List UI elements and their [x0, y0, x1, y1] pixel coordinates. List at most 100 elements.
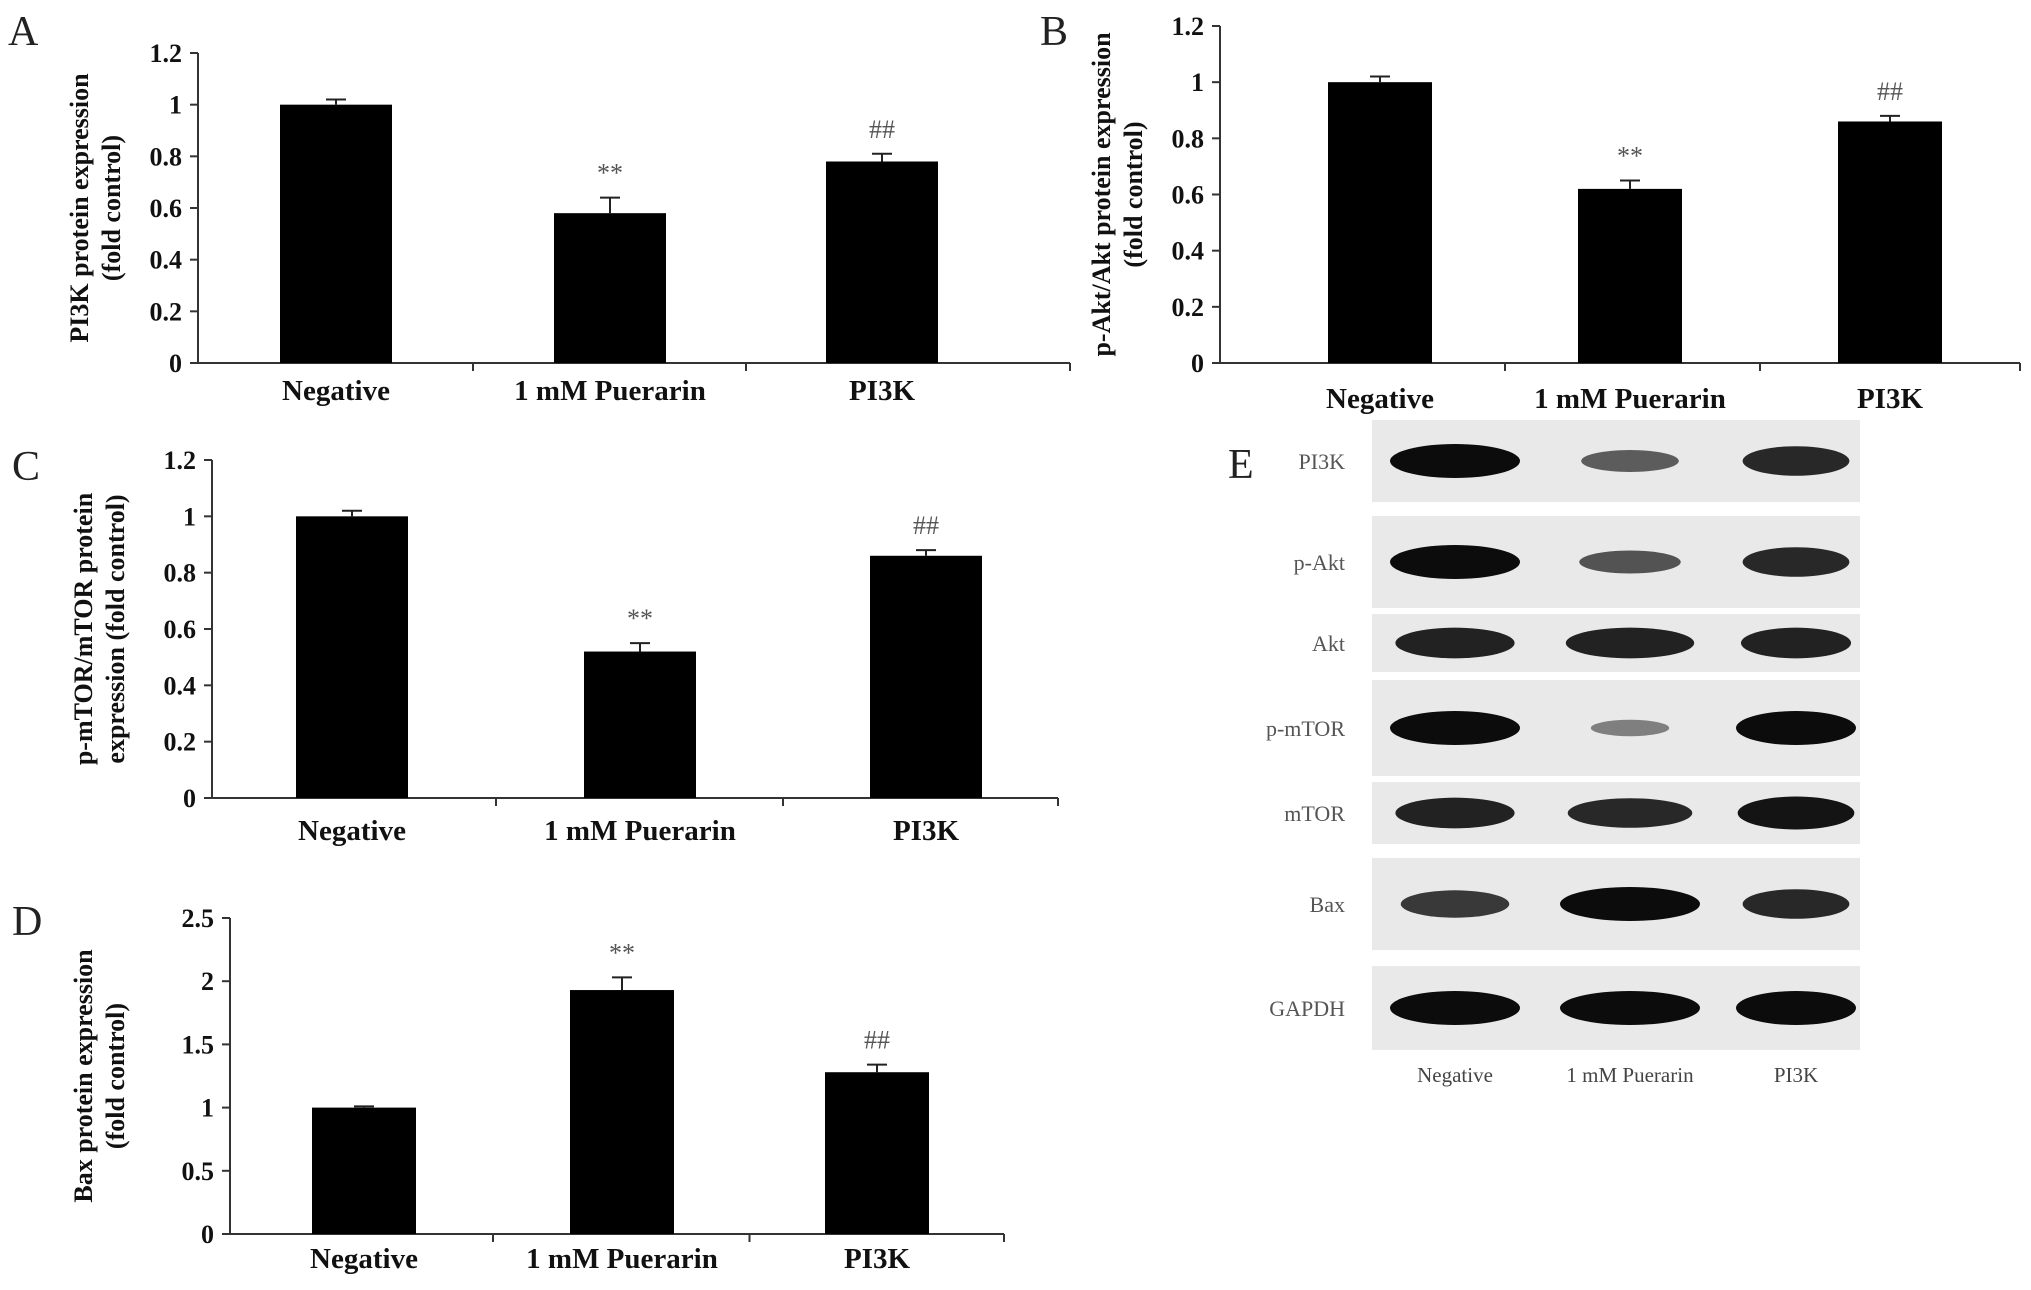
blot-band	[1736, 711, 1856, 745]
chart-panel-d: D 0 0.5 1 1.5 2 2.5 Negative ** 1 mM Puerarin ## PI…	[12, 899, 1005, 1275]
chart-panel-c: C 0 0.2 0.4 0.6 0.8 1 1.2 Negative ** 1 mM Puerari…	[12, 444, 1059, 847]
category-label: 1 mM Puerarin	[514, 375, 706, 407]
blot-band	[1560, 991, 1700, 1025]
blot-band	[1390, 991, 1520, 1025]
bar	[584, 651, 696, 798]
category-label: PI3K	[849, 375, 916, 407]
y-tick-label: 0	[201, 1220, 214, 1249]
y-tick-label: 1.2	[1172, 12, 1205, 41]
blot-band	[1565, 627, 1695, 659]
panel-letter: D	[12, 899, 42, 945]
y-tick-label: 0.4	[1172, 237, 1205, 266]
blot-band	[1737, 796, 1855, 830]
blot-band	[1742, 547, 1850, 577]
blot-band	[1390, 444, 1520, 478]
lane-label: 1 mM Puerarin	[1566, 1063, 1694, 1087]
category-label: Negative	[1326, 383, 1434, 415]
y-tick-label: 0.6	[150, 194, 183, 223]
significance-label: **	[597, 159, 623, 188]
category-label: 1 mM Puerarin	[544, 815, 736, 847]
y-tick-label: 0.8	[150, 142, 183, 171]
y-axis-title: Bax protein expression	[69, 949, 98, 1203]
y-tick-label: 0.4	[150, 246, 183, 275]
bar	[554, 213, 666, 363]
y-tick-label: 0.4	[164, 671, 197, 700]
category-label: Negative	[282, 375, 390, 407]
category-label: PI3K	[1857, 383, 1924, 415]
blot-band	[1590, 719, 1670, 737]
bar	[825, 1072, 929, 1234]
y-axis-title: (fold control)	[1119, 121, 1148, 267]
lane-label: PI3K	[1774, 1063, 1818, 1087]
bar	[280, 104, 392, 364]
blot-band	[1736, 991, 1856, 1025]
y-tick-label: 1	[1191, 68, 1204, 97]
bar	[570, 990, 674, 1234]
blot-band	[1742, 889, 1850, 919]
chart-panel-b: B 0 0.2 0.4 0.6 0.8 1 1.2 Negative ** 1 mM Puerari…	[1040, 9, 2021, 415]
blot-row-label: GAPDH	[1269, 996, 1345, 1021]
bar	[826, 161, 938, 363]
category-label: 1 mM Puerarin	[1534, 383, 1726, 415]
y-tick-label: 1	[169, 91, 182, 120]
bar	[1328, 82, 1432, 364]
y-tick-label: 2	[201, 967, 214, 996]
category-label: Negative	[310, 1243, 418, 1275]
blot-band	[1740, 627, 1852, 659]
bar	[1578, 188, 1682, 363]
blot-band	[1579, 550, 1681, 574]
y-tick-label: 0.8	[1172, 124, 1205, 153]
y-tick-label: 0.6	[1172, 181, 1205, 210]
y-axis-title: (fold control)	[101, 1003, 130, 1149]
blot-band	[1390, 545, 1520, 579]
y-tick-label: 0.8	[164, 559, 197, 588]
y-tick-label: 1.2	[164, 446, 197, 475]
bar	[870, 555, 982, 798]
western-blot-panel-e: E PI3K p-Akt Akt p-mTOR mTOR Bax GAPDH Negative 1…	[1228, 420, 1860, 1087]
y-axis-title: PI3K protein expression	[65, 73, 94, 343]
significance-label: ##	[1877, 77, 1903, 106]
y-axis-title: (fold control)	[97, 135, 126, 281]
y-axis-title: p-mTOR/mTOR protein	[69, 492, 98, 765]
blot-band	[1560, 887, 1700, 921]
bar	[296, 516, 408, 798]
y-axis-title: expression (fold control)	[101, 494, 130, 763]
lane-label: Negative	[1417, 1063, 1493, 1087]
y-axis-title: p-Akt/Akt protein expression	[1087, 32, 1116, 357]
y-tick-label: 1.2	[150, 39, 183, 68]
blot-band	[1390, 711, 1520, 745]
blot-band	[1742, 446, 1850, 476]
y-tick-label: 0	[1191, 349, 1204, 378]
blot-row-label: PI3K	[1299, 449, 1346, 474]
blot-row-label: Akt	[1312, 631, 1345, 656]
y-tick-label: 0	[169, 349, 182, 378]
bar	[312, 1107, 416, 1234]
y-tick-label: 0.2	[150, 297, 183, 326]
blot-band	[1395, 627, 1515, 659]
significance-label: **	[627, 604, 653, 633]
significance-label: **	[1617, 141, 1643, 170]
y-tick-label: 0	[183, 784, 196, 813]
panel-letter: C	[12, 444, 40, 490]
y-tick-label: 0.2	[164, 728, 197, 757]
blot-row-label: p-Akt	[1294, 550, 1345, 575]
blot-band	[1567, 798, 1693, 828]
chart-panel-a: A 0 0.2 0.4 0.6 0.8 1 1.2 Negative ** 1 mM Puerari…	[8, 9, 1071, 407]
y-tick-label: 0.6	[164, 615, 197, 644]
panel-letter: E	[1228, 442, 1254, 488]
category-label: PI3K	[844, 1243, 911, 1275]
y-tick-label: 2.5	[182, 904, 215, 933]
category-label: PI3K	[893, 815, 960, 847]
blot-row-label: p-mTOR	[1266, 716, 1345, 741]
panel-letter: B	[1040, 9, 1068, 55]
y-tick-label: 1	[183, 502, 196, 531]
blot-band	[1581, 450, 1679, 472]
significance-label: **	[609, 938, 635, 967]
y-tick-label: 1.5	[182, 1030, 215, 1059]
y-tick-label: 1	[201, 1094, 214, 1123]
significance-label: ##	[864, 1026, 890, 1055]
blot-row-label: mTOR	[1284, 801, 1345, 826]
panel-letter: A	[8, 9, 39, 55]
category-label: 1 mM Puerarin	[526, 1243, 718, 1275]
